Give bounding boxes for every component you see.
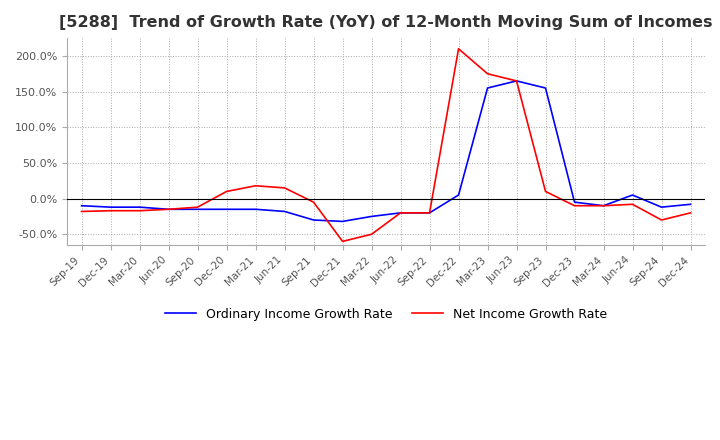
Net Income Growth Rate: [367, 231, 376, 237]
Net Income Growth Rate: [599, 203, 608, 209]
Net Income Growth Rate: [135, 208, 144, 213]
Ordinary Income Growth Rate: [570, 199, 579, 205]
Ordinary Income Growth Rate: [222, 207, 231, 212]
Ordinary Income Growth Rate: [628, 192, 636, 198]
Net Income Growth Rate: [512, 78, 521, 84]
Net Income Growth Rate: [686, 210, 695, 216]
Net Income Growth Rate: [193, 205, 202, 210]
Net Income Growth Rate: [628, 202, 636, 207]
Line: Ordinary Income Growth Rate: Ordinary Income Growth Rate: [81, 81, 690, 221]
Ordinary Income Growth Rate: [426, 210, 434, 216]
Net Income Growth Rate: [164, 207, 173, 212]
Net Income Growth Rate: [483, 71, 492, 77]
Net Income Growth Rate: [309, 199, 318, 205]
Net Income Growth Rate: [338, 239, 347, 244]
Ordinary Income Growth Rate: [135, 205, 144, 210]
Ordinary Income Growth Rate: [309, 217, 318, 223]
Title: [5288]  Trend of Growth Rate (YoY) of 12-Month Moving Sum of Incomes: [5288] Trend of Growth Rate (YoY) of 12-…: [59, 15, 713, 30]
Ordinary Income Growth Rate: [454, 192, 463, 198]
Net Income Growth Rate: [107, 208, 115, 213]
Ordinary Income Growth Rate: [657, 205, 666, 210]
Ordinary Income Growth Rate: [483, 85, 492, 91]
Ordinary Income Growth Rate: [367, 214, 376, 219]
Ordinary Income Growth Rate: [164, 207, 173, 212]
Net Income Growth Rate: [454, 46, 463, 51]
Net Income Growth Rate: [280, 185, 289, 191]
Ordinary Income Growth Rate: [686, 202, 695, 207]
Net Income Growth Rate: [222, 189, 231, 194]
Net Income Growth Rate: [251, 183, 260, 188]
Ordinary Income Growth Rate: [512, 78, 521, 84]
Net Income Growth Rate: [77, 209, 86, 214]
Line: Net Income Growth Rate: Net Income Growth Rate: [81, 49, 690, 242]
Ordinary Income Growth Rate: [77, 203, 86, 209]
Ordinary Income Growth Rate: [251, 207, 260, 212]
Ordinary Income Growth Rate: [541, 85, 550, 91]
Net Income Growth Rate: [426, 210, 434, 216]
Ordinary Income Growth Rate: [280, 209, 289, 214]
Ordinary Income Growth Rate: [193, 207, 202, 212]
Net Income Growth Rate: [396, 210, 405, 216]
Legend: Ordinary Income Growth Rate, Net Income Growth Rate: Ordinary Income Growth Rate, Net Income …: [160, 303, 612, 326]
Net Income Growth Rate: [570, 203, 579, 209]
Ordinary Income Growth Rate: [107, 205, 115, 210]
Net Income Growth Rate: [657, 217, 666, 223]
Ordinary Income Growth Rate: [338, 219, 347, 224]
Ordinary Income Growth Rate: [599, 203, 608, 209]
Net Income Growth Rate: [541, 189, 550, 194]
Ordinary Income Growth Rate: [396, 210, 405, 216]
